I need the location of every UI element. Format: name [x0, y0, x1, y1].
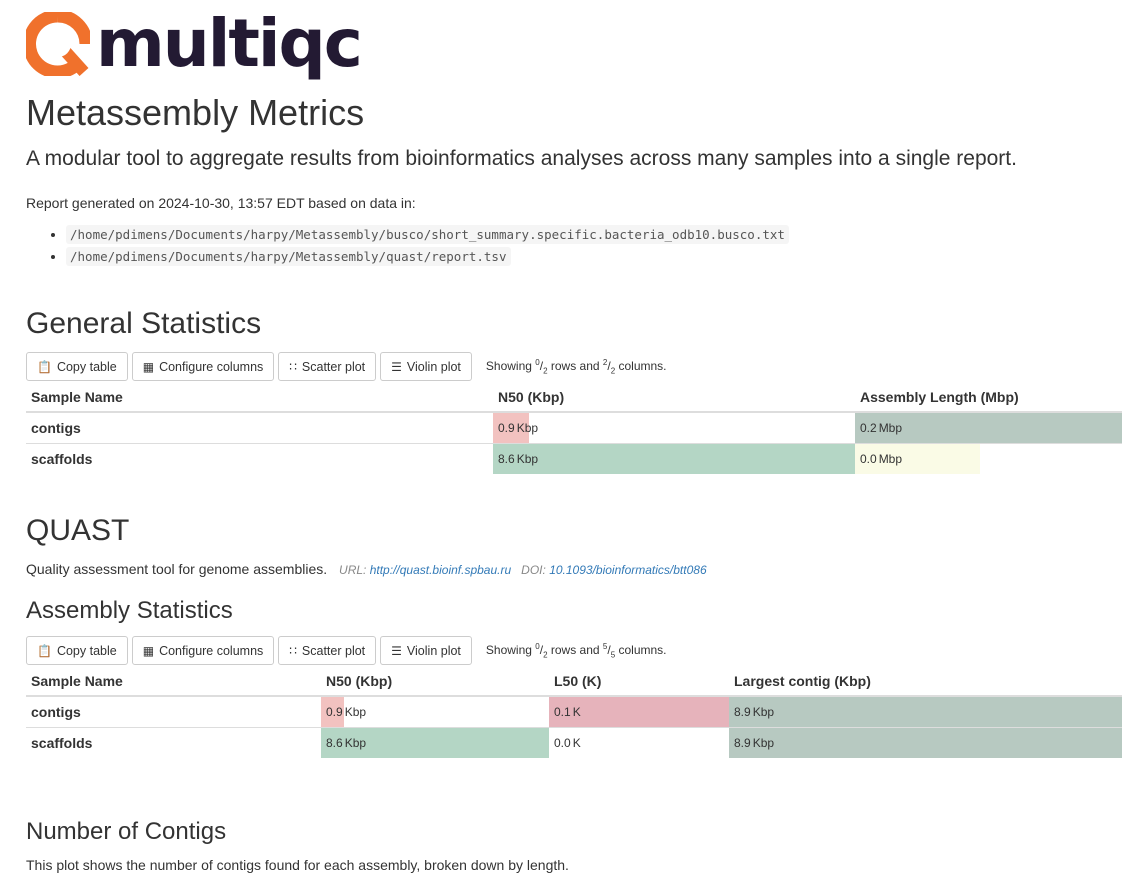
table-row: scaffolds 8.6 Kbp 0.0 K 8.9 Kbp: [26, 727, 1122, 758]
file-path: /home/pdimens/Documents/harpy/Metassembl…: [66, 225, 789, 244]
page-lead: A modular tool to aggregate results from…: [26, 147, 1017, 170]
column-header-n50[interactable]: N50 (Kbp): [321, 667, 549, 697]
assembly-stats-toolbar: 📋 Copy table ▦ Configure columns ∷ Scatter …: [26, 635, 667, 666]
multiqc-logo-text: multiqc: [96, 5, 363, 82]
showing-count: Showing 0/2 rows and 2/2 columns.: [485, 357, 667, 376]
button-label: Violin plot: [406, 643, 461, 658]
quast-description: Quality assessment tool for genome assem…: [26, 561, 707, 577]
scatter-icon: ∷: [289, 359, 297, 374]
grid-icon: ▦: [142, 359, 155, 374]
general-stats-table: Sample Name N50 (Kbp) Assembly Length (M…: [26, 383, 1122, 474]
showing-count: Showing 0/2 rows and 5/5 columns.: [485, 641, 667, 660]
l50-cell: 0.1 K: [549, 695, 729, 728]
assembly-stats-title: Assembly Statistics: [26, 597, 233, 624]
violin-icon: ☰: [391, 643, 402, 658]
n50-bar: [321, 728, 549, 758]
scatter-plot-button[interactable]: ∷ Scatter plot: [278, 352, 377, 381]
copy-icon: 📋: [37, 359, 52, 374]
sample-name: contigs: [26, 695, 321, 728]
n50-bar: [493, 444, 855, 474]
n50-bar: [493, 413, 530, 443]
page-title: Metassembly Metrics: [26, 92, 365, 133]
general-stats-title: General Statistics: [26, 307, 262, 340]
button-label: Copy table: [56, 643, 117, 658]
largest-contig-bar: [729, 728, 1122, 758]
number-of-contigs-title: Number of Contigs: [26, 818, 227, 845]
list-item: /home/pdimens/Documents/harpy/Metassembl…: [66, 224, 789, 246]
grid-icon: ▦: [142, 643, 155, 658]
file-path: /home/pdimens/Documents/harpy/Metassembl…: [66, 247, 511, 266]
quast-title: QUAST: [26, 514, 130, 547]
length-bar: [855, 444, 981, 474]
sample-name: contigs: [26, 411, 493, 444]
file-list: /home/pdimens/Documents/harpy/Metassembl…: [26, 224, 789, 268]
number-of-contigs-description: This plot shows the number of contigs fo…: [26, 857, 569, 873]
l50-cell: 0.0 K: [549, 727, 729, 758]
column-header-largest-contig[interactable]: Largest contig (Kbp): [729, 667, 1122, 697]
n50-cell: 0.9 Kbp: [493, 411, 855, 444]
largest-contig-cell: 8.9 Kbp: [729, 727, 1122, 758]
button-label: Copy table: [56, 359, 117, 374]
n50-cell: 0.9 Kbp: [321, 695, 549, 728]
length-cell: 0.0 Mbp: [855, 443, 1122, 474]
button-label: Configure columns: [159, 359, 264, 374]
report-generated: Report generated on 2024-10-30, 13:57 ED…: [26, 195, 416, 211]
list-item: /home/pdimens/Documents/harpy/Metassembl…: [66, 246, 789, 268]
configure-columns-button[interactable]: ▦ Configure columns: [131, 636, 275, 665]
column-header-n50[interactable]: N50 (Kbp): [493, 383, 855, 413]
copy-table-button[interactable]: 📋 Copy table: [26, 352, 128, 381]
general-stats-toolbar: 📋 Copy table ▦ Configure columns ∷ Scatter …: [26, 351, 667, 382]
configure-columns-button[interactable]: ▦ Configure columns: [131, 352, 275, 381]
button-label: Scatter plot: [301, 359, 366, 374]
quast-url-link[interactable]: http://quast.bioinf.spbau.ru: [369, 563, 512, 577]
n50-bar: [321, 697, 344, 727]
n50-cell: 8.6 Kbp: [321, 727, 549, 758]
largest-contig-cell: 8.9 Kbp: [729, 695, 1122, 728]
length-cell: 0.2 Mbp: [855, 411, 1122, 444]
violin-icon: ☰: [391, 359, 402, 374]
n50-cell: 8.6 Kbp: [493, 443, 855, 474]
column-header-l50[interactable]: L50 (K): [549, 667, 729, 697]
button-label: Scatter plot: [301, 643, 366, 658]
button-label: Configure columns: [159, 643, 264, 658]
column-header-assembly-length[interactable]: Assembly Length (Mbp): [855, 383, 1122, 413]
table-row: contigs 0.9 Kbp 0.1 K 8.9 Kbp: [26, 695, 1122, 728]
l50-bar: [549, 697, 729, 727]
scatter-icon: ∷: [289, 643, 297, 658]
quast-doi-link[interactable]: 10.1093/bioinformatics/btt086: [549, 563, 707, 577]
sample-name: scaffolds: [26, 727, 321, 758]
quast-desc-text: Quality assessment tool for genome assem…: [26, 561, 328, 577]
length-bar: [855, 413, 1122, 443]
table-row: scaffolds 8.6 Kbp 0.0 Mbp: [26, 443, 1122, 474]
sample-name: scaffolds: [26, 443, 493, 474]
column-header-sample[interactable]: Sample Name: [26, 667, 321, 697]
multiqc-logo-icon: [26, 12, 90, 76]
largest-contig-bar: [729, 697, 1122, 727]
button-label: Violin plot: [406, 359, 461, 374]
violin-plot-button[interactable]: ☰ Violin plot: [380, 352, 472, 381]
copy-table-button[interactable]: 📋 Copy table: [26, 636, 128, 665]
column-header-sample[interactable]: Sample Name: [26, 383, 493, 413]
scatter-plot-button[interactable]: ∷ Scatter plot: [278, 636, 377, 665]
violin-plot-button[interactable]: ☰ Violin plot: [380, 636, 472, 665]
table-row: contigs 0.9 Kbp 0.2 Mbp: [26, 411, 1122, 444]
multiqc-logo: multiqc: [26, 5, 363, 82]
copy-icon: 📋: [37, 643, 52, 658]
assembly-stats-table: Sample Name N50 (Kbp) L50 (K) Largest co…: [26, 667, 1122, 758]
